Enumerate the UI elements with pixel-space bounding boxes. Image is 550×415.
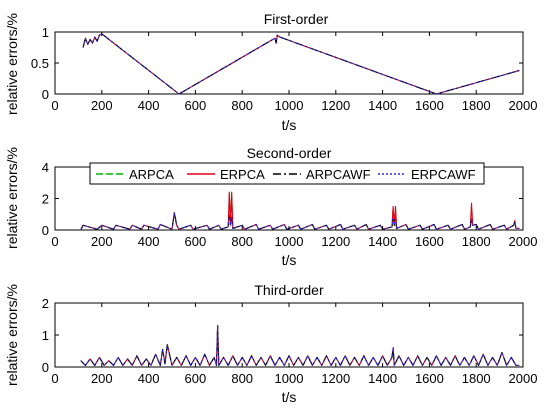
y-tick-label: 0.5 [31, 56, 49, 71]
x-tick-label: 200 [91, 98, 113, 113]
x-tick-label: 600 [185, 371, 207, 386]
x-tick-label: 400 [138, 98, 160, 113]
series-line-erpcawf-subplot-2 [80, 212, 520, 231]
legend: ARPCA ERPCA ARPCAWF ERPCAWF [89, 162, 485, 185]
x-tick-label: 1600 [415, 234, 444, 249]
x-tick-label: 2000 [509, 234, 538, 249]
subplot-2-ylabel: relative errors/% [4, 147, 20, 249]
subplot-2-xlabel: t/s [282, 252, 297, 268]
subplot-3-axes-box [54, 302, 524, 368]
x-tick-label: 1400 [368, 371, 397, 386]
subplot-3-plot-area [80, 324, 520, 366]
x-tick-label: 0 [51, 234, 58, 249]
x-tick-label: 400 [138, 234, 160, 249]
series-line-erpcawf-subplot-1 [82, 33, 520, 95]
x-tick-label: 1000 [275, 371, 304, 386]
series-line-arpcawf-subplot-1 [82, 33, 520, 95]
x-tick-label: 1400 [368, 98, 397, 113]
x-tick-label: 400 [138, 371, 160, 386]
x-tick-label: 1600 [415, 98, 444, 113]
x-tick-label: 800 [231, 234, 253, 249]
y-tick-label: 4 [42, 160, 49, 175]
subplot-1-axes-box [54, 31, 524, 95]
x-tick-label: 1800 [462, 98, 491, 113]
y-tick-label: 0 [42, 87, 49, 102]
series-line-arpcawf-subplot-2 [80, 212, 520, 231]
x-tick-label: 0 [51, 371, 58, 386]
subplot-first-order: First-order 0 200 400 600 800 1000 1200 1400 160… [4, 11, 537, 133]
x-tick-label: 0 [51, 98, 58, 113]
subplot-1-xlabel: t/s [282, 117, 297, 133]
x-tick-label: 2000 [509, 98, 538, 113]
x-tick-label: 200 [91, 371, 113, 386]
x-tick-label: 2000 [509, 371, 538, 386]
x-tick-label: 1000 [275, 234, 304, 249]
y-tick-label: 1 [42, 328, 49, 343]
legend-label-arpca: ARPCA [129, 167, 174, 182]
x-tick-label: 800 [231, 98, 253, 113]
legend-label-arpcawf: ARPCAWF [306, 167, 371, 182]
subplot-1-title: First-order [264, 11, 329, 27]
series-line-erpcawf-subplot-3 [80, 324, 520, 366]
x-tick-label: 800 [231, 371, 253, 386]
x-tick-label: 1400 [368, 234, 397, 249]
subplot-1-ticks: 0 200 400 600 800 1000 1200 1400 1600 1800 2000 0 0.… [31, 25, 538, 113]
subplot-2-ticks: 0 200 400 600 800 1000 1200 1400 1600 1800 2000 0 2 4 [42, 160, 538, 249]
x-tick-label: 1000 [275, 98, 304, 113]
subplot-2-plot-area [80, 191, 520, 231]
y-tick-label: 1 [42, 25, 49, 40]
x-tick-label: 1200 [321, 371, 350, 386]
subplot-2-title: Second-order [247, 145, 332, 161]
subplot-3-title: Third-order [254, 282, 324, 298]
x-tick-label: 600 [185, 98, 207, 113]
x-tick-label: 600 [185, 234, 207, 249]
legend-label-erpcawf: ERPCAWF [411, 167, 476, 182]
subplot-1-ylabel: relative errors/% [4, 13, 20, 115]
subplot-third-order: Third-order 0 200 400 600 800 1000 1200 1400 160… [4, 282, 537, 405]
x-tick-label: 1800 [462, 371, 491, 386]
subplot-3-ylabel: relative errors/% [4, 284, 20, 386]
subplot-second-order: Second-order 0 200 400 600 800 1000 1200 1400 16… [4, 145, 537, 268]
x-tick-label: 1200 [321, 98, 350, 113]
y-tick-label: 2 [42, 192, 49, 207]
subplot-1-plot-area [82, 33, 520, 95]
x-tick-label: 1800 [462, 234, 491, 249]
legend-box [89, 162, 485, 185]
x-tick-label: 1200 [321, 234, 350, 249]
legend-label-erpca: ERPCA [220, 167, 265, 182]
y-tick-label: 2 [42, 296, 49, 311]
y-tick-label: 0 [42, 223, 49, 238]
y-tick-label: 0 [42, 360, 49, 375]
x-tick-label: 200 [91, 234, 113, 249]
x-tick-label: 1600 [415, 371, 444, 386]
subplot-3-ticks: 0 200 400 600 800 1000 1200 1400 1600 1800 2000 0 1 2 [42, 296, 538, 386]
subplot-3-xlabel: t/s [282, 389, 297, 405]
